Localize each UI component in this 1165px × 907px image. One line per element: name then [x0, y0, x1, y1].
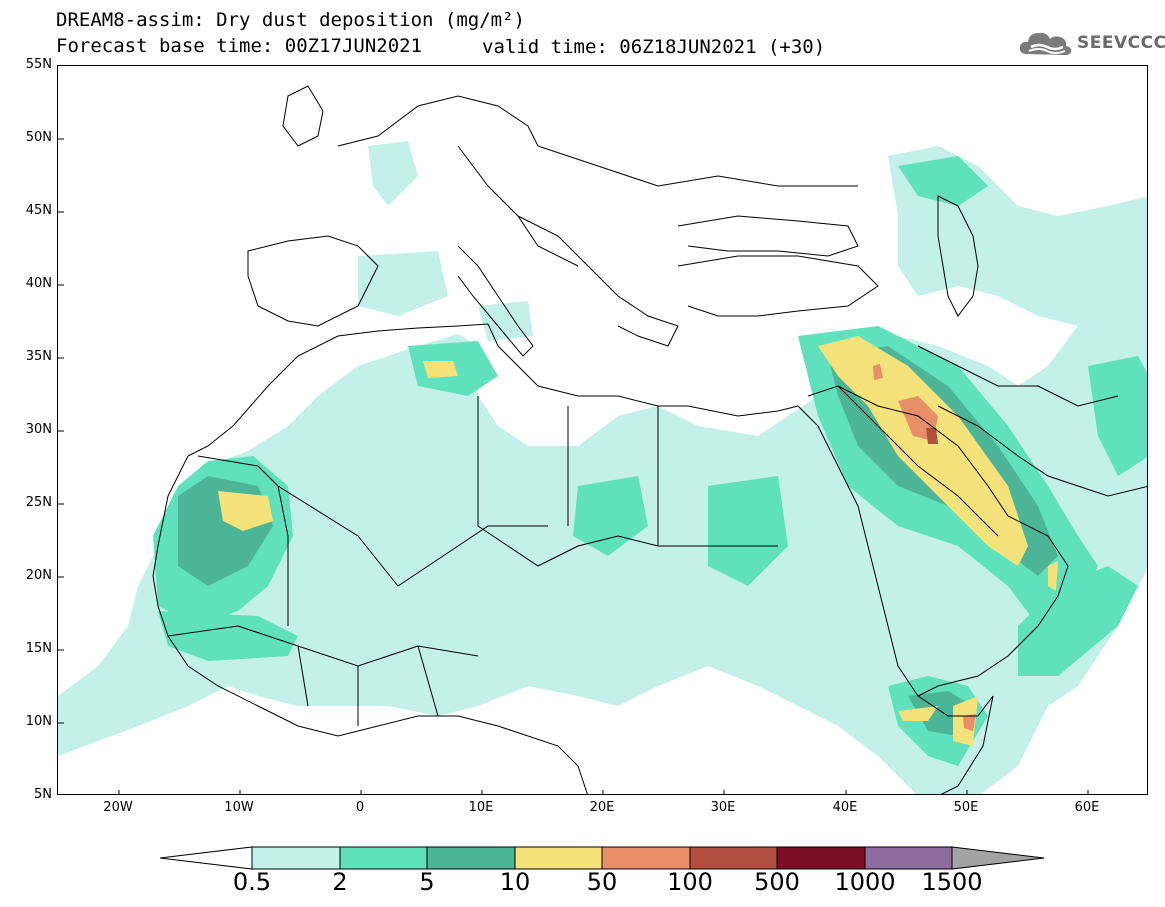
- map-area: [57, 65, 1148, 795]
- lon-label-30e: 30E: [710, 800, 736, 815]
- coast-iberia: [247, 235, 379, 327]
- lon-label-20e: 20E: [589, 800, 615, 815]
- dust-level2-arabian-sea: [1018, 566, 1138, 676]
- coastlines: [152, 85, 1147, 794]
- dust-contour-iberia: [358, 251, 448, 316]
- dust-level2-caspian: [898, 156, 988, 206]
- border-sahara-2: [277, 485, 548, 587]
- colorbar-label-6: 500: [754, 868, 800, 896]
- logo-text: SEEVCCC: [1077, 33, 1165, 53]
- dust-level100-arabia: [926, 428, 938, 444]
- coast-west-africa-south: [152, 455, 588, 794]
- lat-label-5n: 5N: [34, 787, 52, 802]
- border-arabia-1: [837, 385, 999, 537]
- lat-label-10n: 10N: [25, 714, 52, 729]
- dust-level10-algeria: [423, 361, 458, 378]
- cloud-icon: [1019, 32, 1072, 55]
- border-europe-1: [457, 145, 579, 267]
- coast-west-africa: [187, 323, 799, 457]
- lon-label-60e: 60E: [1074, 800, 1100, 815]
- border-egypt-sudan: [657, 406, 778, 547]
- coast-black-sea: [677, 215, 859, 257]
- colorbar-bin-6: [776, 846, 866, 870]
- dust-shading: [58, 141, 1147, 794]
- dust-deposition-map: [58, 85, 1147, 794]
- lat-label-55n: 55N: [25, 57, 52, 72]
- coast-balkans-greece: [517, 215, 679, 347]
- coast-horn: [917, 695, 994, 794]
- colorbar-label-5: 100: [667, 868, 713, 896]
- lat-label-40n: 40N: [25, 276, 52, 291]
- colorbar-bin-1: [339, 846, 428, 870]
- dust-level2-chad: [573, 476, 648, 556]
- colorbar-high-arrow: [951, 846, 1045, 870]
- dust-level10-west: [218, 491, 273, 531]
- coast-italy: [457, 245, 534, 357]
- colorbar-label-7: 1000: [834, 868, 896, 896]
- colorbar-label-1: 2: [332, 868, 348, 896]
- colorbar-bin-5: [689, 846, 778, 870]
- dust-level2-sudan: [708, 476, 788, 586]
- dust-level10-oman: [1048, 561, 1058, 591]
- colorbar-label-3: 10: [499, 868, 531, 896]
- lat-label-15n: 15N: [25, 641, 52, 656]
- coast-britain: [282, 85, 324, 147]
- dust-level50-arabia2: [873, 364, 883, 380]
- colorbar: [160, 846, 1045, 870]
- lon-label-10e: 10E: [468, 800, 494, 815]
- border-europe-2: [537, 145, 858, 187]
- seevccc-logo: SEEVCCC: [1017, 28, 1165, 58]
- colorbar-bin-0: [251, 846, 341, 870]
- valid-time: valid time: 06Z18JUN2021 (+30): [482, 36, 826, 58]
- lat-label-35n: 35N: [25, 349, 52, 364]
- coast-red-sea: [797, 405, 919, 697]
- coast-arabia: [807, 385, 1069, 697]
- lon-label-20w: 20W: [103, 800, 133, 815]
- map-title: DREAM8-assim: Dry dust deposition (mg/m²…: [56, 9, 525, 31]
- colorbar-bin-7: [864, 846, 953, 870]
- colorbar-bin-3: [514, 846, 603, 870]
- border-westafrica-2: [297, 645, 439, 726]
- colorbar-bin-2: [426, 846, 516, 870]
- border-westafrica-1: [167, 625, 479, 667]
- lon-label-50e: 50E: [953, 800, 979, 815]
- axis-ticks: [58, 138, 1089, 794]
- lon-label-10w: 10W: [224, 800, 254, 815]
- dust-level10-arabia: [818, 336, 1028, 566]
- colorbar-label-0: 0.5: [232, 868, 272, 896]
- lon-label-40e: 40E: [832, 800, 858, 815]
- lat-label-50n: 50N: [25, 130, 52, 145]
- coast-caspian: [937, 195, 979, 317]
- dust-level50-horn: [963, 714, 976, 731]
- coast-north-europe: [337, 95, 539, 147]
- forecast-base-time: Forecast base time: 00Z17JUN2021: [56, 35, 423, 57]
- coast-turkey: [677, 255, 879, 317]
- dust-level10-horn: [898, 706, 938, 721]
- dust-contour-italy: [478, 301, 533, 341]
- colorbar-low-arrow: [160, 846, 253, 870]
- border-iran: [917, 345, 1119, 407]
- border-sahara-3: [477, 396, 659, 567]
- lon-label-0: 0: [355, 800, 365, 815]
- lat-label-20n: 20N: [25, 568, 52, 583]
- colorbar-label-4: 50: [586, 868, 618, 896]
- coast-persian-gulf: [937, 405, 1147, 497]
- lat-label-45n: 45N: [25, 203, 52, 218]
- colorbar-label-2: 5: [419, 868, 435, 896]
- dust-level2-iran: [1088, 356, 1147, 476]
- colorbar-bin-4: [601, 846, 691, 870]
- lat-label-30n: 30N: [25, 422, 52, 437]
- lat-label-25n: 25N: [25, 495, 52, 510]
- dust-contour-europe: [368, 141, 418, 206]
- colorbar-label-8: 1500: [921, 868, 983, 896]
- dust-level2-sahel: [158, 611, 298, 661]
